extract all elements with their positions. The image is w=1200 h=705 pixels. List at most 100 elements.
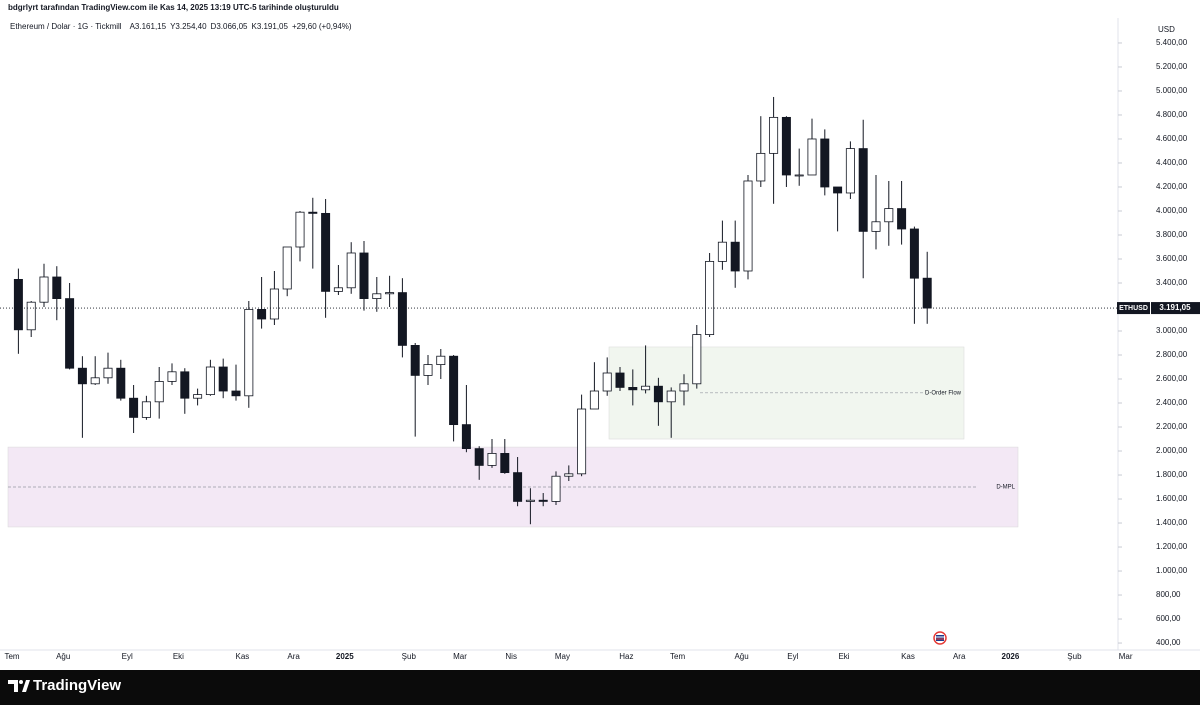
y-tick-label: 3.400,00 [1156,278,1188,287]
candle-body [769,116,779,154]
x-tick-label: Ağu [56,652,70,661]
ohlc-value: 3.254,40 [175,22,207,31]
candle-body [77,367,87,385]
x-tick-label: Mar [1119,652,1133,661]
attribution: bdgrlyrt tarafından TradingView.com ile … [8,3,339,12]
x-tick-label: Ara [953,652,966,661]
candle-body [154,381,164,403]
candle-body [423,364,433,376]
candle-body [333,287,343,292]
y-tick-label: 2.600,00 [1156,374,1188,383]
ticks: 400,00 600,00 800,00 1.000,00 1.200,00 1.400,… [4,38,1187,661]
candle-body [397,292,407,346]
change: +29,60 (+0,94%) [292,22,352,31]
x-tick-label: Tem [4,652,19,661]
brand: TradingView [33,677,121,694]
candle-body [321,212,331,292]
candle-body [615,372,625,388]
candle-body [641,385,651,391]
candle-body [461,424,471,450]
candle-body [141,401,151,418]
candle-body [538,499,548,502]
candle-body [205,366,215,396]
symbol: ETHUSD [1119,305,1148,312]
candle-body [897,208,907,230]
y-tick-label: 4.800,00 [1156,110,1188,119]
ohlc-label: D [211,22,217,31]
candle-body [26,301,36,331]
candle-body [807,138,817,176]
candle-body [666,390,676,403]
candle-body [385,292,395,295]
candle-body [500,453,510,474]
candle-body [218,366,228,392]
candle-body [39,276,49,303]
candle-body [308,211,318,214]
y-tick-label: 3.600,00 [1156,254,1188,263]
ohlc-label: K [251,22,257,31]
zones: D-MPL D-Order Flow [7,346,1019,528]
x-tick-label: Tem [670,652,685,661]
candle-body [705,260,715,336]
candle-body [359,252,369,299]
candle-body [845,148,855,194]
x-tick-label: Mar [453,652,467,661]
x-tick-label: Eyl [122,652,133,661]
candle-body [487,453,497,466]
x-tick-label: 2026 [1002,652,1020,661]
candle-body [90,377,100,385]
candle-body [244,308,254,397]
y-tick-label: 4.600,00 [1156,134,1188,143]
candle-body [282,246,292,290]
x-tick-label: Şub [1067,652,1082,661]
y-tick-label: 1.200,00 [1156,542,1188,551]
y-tick-label: 5.400,00 [1156,38,1188,47]
y-tick-label: 4.000,00 [1156,206,1188,215]
x-tick-label: May [555,652,570,661]
candle-body [602,372,612,392]
x-tick-label: Kas [901,652,915,661]
zone-label: D-Order Flow [925,390,962,396]
candle-body [116,367,126,399]
candle-body [589,390,599,410]
candle-body [717,241,727,262]
x-tick-label: Eyl [787,652,798,661]
candles [13,96,932,525]
candle-body [628,387,638,391]
y-tick-label: 1.600,00 [1156,494,1188,503]
candle-body [103,367,113,379]
candle-body [231,390,241,397]
candle-body [449,355,459,426]
candle-body [513,472,523,502]
candle-body [269,288,279,320]
y-tick-label: 1.000,00 [1156,566,1188,575]
candle-body [922,277,932,309]
ohlc-label: Y [170,22,176,31]
candle-body [346,252,356,289]
logo-icon [8,680,30,692]
candle-body [794,174,804,177]
candle-body [65,298,75,369]
candle-body [167,371,177,382]
ohlc-value: 3.191,05 [257,22,289,31]
y-tick-label: 5.000,00 [1156,86,1188,95]
y-tick-label: 2.800,00 [1156,350,1188,359]
y-tick-label: 4.400,00 [1156,158,1188,167]
candle-body [410,345,420,376]
y-tick-label: 3.000,00 [1156,326,1188,335]
x-tick-label: Haz [619,652,633,661]
x-tick-label: Şub [402,652,417,661]
candle-body [436,355,446,366]
y-tick-label: 400,00 [1156,638,1181,647]
zone-label: D-MPL [996,485,1015,491]
chart-title: Ethereum / Dolar · 1G · Tickmill [10,22,122,31]
x-tick-label: Ağu [734,652,748,661]
y-tick-label: 2.400,00 [1156,398,1188,407]
y-tick-label: 800,00 [1156,590,1181,599]
y-tick-label: 1.800,00 [1156,470,1188,479]
x-tick-label: Nis [505,652,517,661]
y-tick-label: 600,00 [1156,614,1181,623]
x-tick-label: Eki [838,652,849,661]
y-tick-label: 2.000,00 [1156,446,1188,455]
candle-body [193,394,203,399]
